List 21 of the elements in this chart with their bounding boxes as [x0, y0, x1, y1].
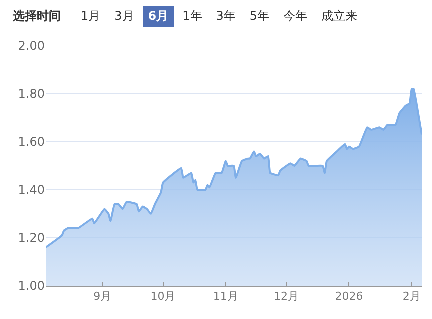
text: 3年: [215, 8, 237, 25]
x-tick-label: 11月: [213, 290, 238, 304]
x-tick-label: 9月: [94, 290, 112, 304]
text: 1年: [182, 8, 204, 25]
y-tick-label: 1.80: [18, 87, 45, 102]
y-tick-label: 2.00: [18, 39, 45, 54]
text: 成立来: [320, 8, 359, 25]
x-tick-label: 12月: [274, 290, 300, 304]
y-tick-label: 1.60: [18, 135, 45, 150]
y-tick-label: 1.40: [18, 183, 45, 198]
x-tick-label: 2月: [402, 290, 421, 304]
text: 5年: [248, 8, 271, 25]
text: 今年: [282, 8, 309, 25]
text: 1月: [80, 8, 102, 25]
x-tick-label: 10月: [150, 290, 176, 304]
text: 6月: [143, 6, 174, 27]
x-tick-label: 2026: [335, 290, 364, 304]
text: 选择时间: [12, 8, 62, 25]
y-tick-label: 1.00: [18, 279, 45, 294]
text: 3月: [114, 8, 136, 25]
y-tick-label: 1.20: [18, 231, 45, 246]
